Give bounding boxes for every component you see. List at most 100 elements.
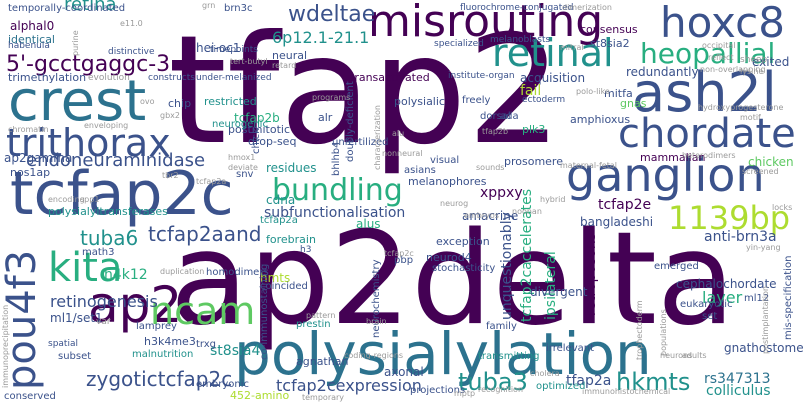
word-enveloping: enveloping [84,121,129,130]
word-drop-seq: drop-seq [248,135,297,148]
word-lamprey: lamprey [136,321,177,332]
word-deviate: deviate [228,163,258,172]
word-tbr2: tbr2 [162,171,179,180]
word-fluorochrome-conjugated: fluorochrome-conjugated [460,3,574,13]
word-freely: freely [462,95,491,106]
word-irrelevant: irrelevant [546,343,594,354]
word-spp1: spp1 [80,195,100,204]
word-xppxy: xppxy [480,185,523,201]
word-subset: subset [58,351,92,362]
word-spatial: spatial [48,339,78,349]
word-pbp: pbp [394,255,414,266]
word-temporally-coordinated: temporally-coordinated [8,3,126,14]
word-purine: purine [71,30,80,56]
word-tcfap2e: tcfap2e [598,197,652,213]
word-eukaryotic: eukaryotic [680,299,733,310]
word-duplication: duplication [160,267,205,276]
word-ncam: ncam [150,289,256,333]
word-ml12: ml12 [744,293,770,304]
word-mammalian: mammalian [640,151,706,164]
word-malnutrition: malnutrition [132,349,194,360]
word-chick: chick [251,128,262,154]
word-gnathostome: gnathostome [724,341,804,355]
word-nonneural: nonneural [382,149,423,158]
word-chordate: chordate [618,111,796,157]
word-pattern: pattern [306,311,336,320]
word-programs: programs [312,93,351,102]
word-polysialylation: polysialylation [234,320,652,388]
word-colliculus: colliculus [706,383,771,399]
word-polo-like: polo-like [576,87,610,96]
word-hmts: hmts [260,271,291,285]
word-trophectoderm: trophectoderm [635,300,644,360]
word-trimethylation: trimethylation [8,71,87,84]
word-evolution: evolution [88,73,130,83]
word-tfap2a: tfap2a [566,373,612,389]
word-divergent: divergent [530,285,588,299]
word-dimerization: dimerization [562,3,612,12]
word-consensus: consensus [580,23,638,36]
word-alr: alr [318,111,333,124]
word-math3: math3 [82,247,115,258]
word-trithorax: trithorax [6,121,171,165]
word-unquestionably: unquestionably [499,212,515,320]
word-tcfap2cexpression: tcfap2cexpression [276,376,422,395]
word-mptp: mptp [454,389,476,398]
word-maternal-fetal: maternal-fetal [560,161,617,170]
word-tert-butyl: tert-butyl [230,57,268,66]
word-recognition: recognition [478,385,524,394]
word-hkmts: hkmts [616,368,691,396]
word-tcfap2b: tcfap2b [234,111,280,125]
word-retina: retina [64,0,117,15]
word-under-melanized: under-melanized [196,73,272,83]
word-mitral: mitral [560,43,584,52]
word-postmitotic: postmitotic [228,123,290,136]
word-hei-oc1: hei-oc1 [196,41,241,55]
word-motif: motif [740,113,761,122]
word-ap2: ap2 [88,276,183,334]
word-prestin: prestin [296,319,331,330]
word-misrouting: misrouting [368,0,604,47]
word-chip: chip [168,97,192,110]
word-retard: retard [272,61,297,70]
word-kita: kita [48,245,123,291]
word-projections: projections [410,385,466,396]
word-neurochemistry: neurochemistry [371,259,382,338]
word-heopallial: heopallial [640,37,776,70]
word-optimized: optimized [536,381,586,392]
word-grn: grn [202,1,216,10]
word-ap2gamma: ap2gamma [4,151,73,165]
word-adults: adults [682,351,707,360]
word-crest: crest [8,69,147,134]
word-melanoblasts: melanoblasts [490,35,551,45]
word-populations: populations [659,309,668,356]
word-subfunctionalisation: subfunctionalisation [264,205,406,221]
word-reflect: reflect [708,53,734,62]
word-embryos: embryos [464,211,499,220]
word-noonan: noonan [512,207,542,216]
word-brain: brain [366,317,387,326]
word-locks: locks [772,203,793,212]
word-trxg: trxg [196,339,217,350]
word-wdeltae: wdeltae [288,2,376,27]
word-immunoprecipitation: immunoprecipitation [1,304,10,388]
word-yin-yang: yin-yang [746,243,781,252]
word-rs347313: rs347313 [704,371,771,387]
word-brn3c: brn3c [224,3,253,14]
word-retinal: retinal [492,31,614,75]
word-amacrine: amacrine [462,209,519,223]
word-forebrain: forebrain [266,233,316,246]
word-plk3: plk3 [522,123,546,136]
word-tcfap2aand: tcfap2aand [148,222,262,246]
word-tcfap2c: tcfap2c [10,159,234,229]
word-timepoints: timepoints [210,45,258,55]
word-gbx2: gbx2 [160,111,180,120]
word-gnas: gnas [620,97,647,110]
word-exited: exited [752,55,790,69]
word-ap2delta: ap2delta [170,205,736,354]
word-polysialic: polysialic [394,95,445,108]
word-ovo: ovo [140,97,155,106]
word-snv: snv [236,169,254,180]
word-immunohistochemical: immunohistochemical [582,387,671,396]
